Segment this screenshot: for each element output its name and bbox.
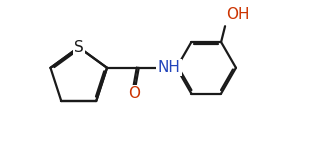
Text: S: S (74, 40, 84, 55)
Text: OH: OH (226, 7, 249, 22)
Text: NH: NH (157, 60, 180, 75)
Text: O: O (128, 86, 140, 101)
